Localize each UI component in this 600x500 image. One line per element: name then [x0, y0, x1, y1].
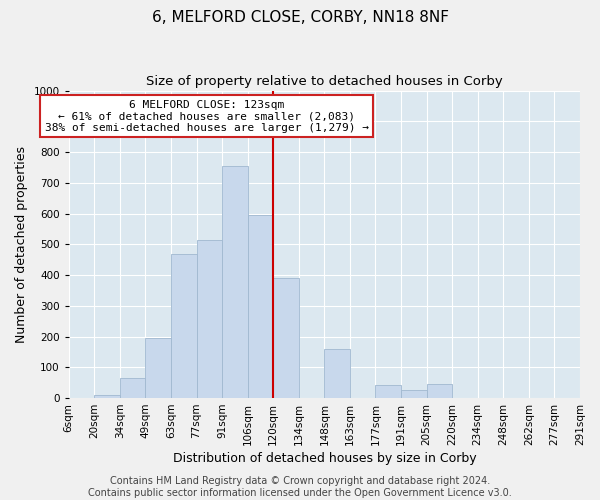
Text: 6, MELFORD CLOSE, CORBY, NN18 8NF: 6, MELFORD CLOSE, CORBY, NN18 8NF: [151, 10, 449, 25]
Bar: [401, 390, 427, 398]
Bar: [427, 384, 452, 398]
Bar: [248, 215, 273, 398]
Bar: [171, 254, 197, 398]
Bar: [325, 349, 350, 398]
Bar: [273, 278, 299, 398]
Bar: [145, 338, 171, 398]
Bar: [197, 240, 222, 398]
Text: Contains HM Land Registry data © Crown copyright and database right 2024.
Contai: Contains HM Land Registry data © Crown c…: [88, 476, 512, 498]
Bar: [94, 395, 120, 398]
X-axis label: Distribution of detached houses by size in Corby: Distribution of detached houses by size …: [173, 452, 476, 465]
Bar: [376, 385, 401, 398]
Title: Size of property relative to detached houses in Corby: Size of property relative to detached ho…: [146, 75, 503, 88]
Y-axis label: Number of detached properties: Number of detached properties: [15, 146, 28, 343]
Bar: [120, 378, 145, 398]
Text: 6 MELFORD CLOSE: 123sqm
← 61% of detached houses are smaller (2,083)
38% of semi: 6 MELFORD CLOSE: 123sqm ← 61% of detache…: [45, 100, 369, 133]
Bar: [222, 166, 248, 398]
